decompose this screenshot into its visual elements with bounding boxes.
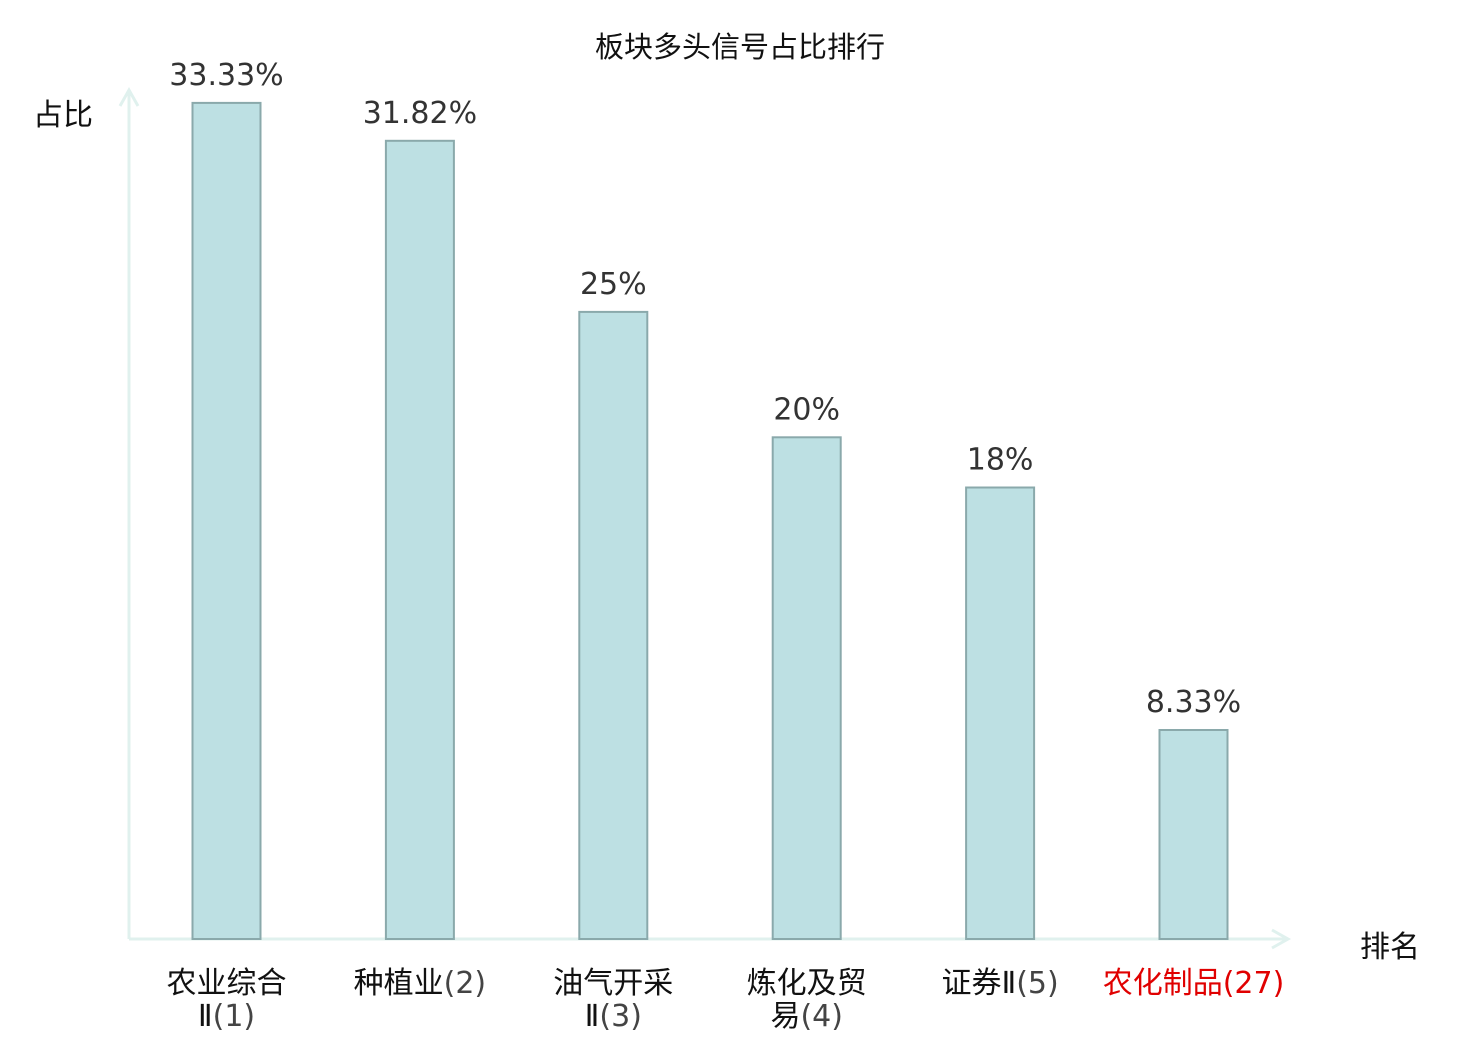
x-tick-label: 农化制品(27) <box>1103 966 1285 1001</box>
x-axis-label: 排名 <box>1360 930 1420 965</box>
bar <box>578 310 649 940</box>
bar <box>191 101 262 940</box>
bar-value-label: 31.82% <box>363 96 477 131</box>
y-axis-label: 占比 <box>33 98 93 133</box>
x-tick-label-line: 易(4) <box>770 999 843 1034</box>
bar <box>965 486 1036 940</box>
x-tick-label-line: 种植业(2) <box>354 966 487 1001</box>
x-tick-label: 种植业(2) <box>354 966 487 1001</box>
bar-value-label: 25% <box>580 267 647 302</box>
bar-value-label: 20% <box>773 392 840 427</box>
x-tick-label-line: Ⅱ(3) <box>585 999 642 1034</box>
x-tick-label-line: Ⅱ(1) <box>198 999 255 1034</box>
x-tick-label-line: 炼化及贸 <box>747 966 867 1001</box>
x-tick-label-line: 证券Ⅱ(5) <box>941 966 1058 1001</box>
x-tick-label: 农业综合 Ⅱ(1) <box>167 966 287 1034</box>
x-tick-label: 炼化及贸易(4) <box>747 966 867 1034</box>
x-tick-label-line: 油气开采 <box>553 966 673 1001</box>
chart-tick-labels: 农业综合 Ⅱ(1) 种植业(2) 油气开采 Ⅱ(3) 炼化及贸易(4) 证券Ⅱ(5) 农化制品… <box>167 966 1285 1034</box>
x-axis-arrow <box>1271 928 1292 950</box>
bar-value-label: 8.33% <box>1146 685 1241 720</box>
chart-value-labels: 33.33% 31.82% 25% 20% 18% 8.33% <box>169 58 1241 720</box>
bar <box>1158 729 1229 940</box>
x-tick-label: 油气开采 Ⅱ(3) <box>553 966 673 1034</box>
bar-value-label: 33.33% <box>169 58 283 93</box>
chart-axes <box>118 86 1292 950</box>
x-tick-label: 证券Ⅱ(5) <box>941 966 1058 1001</box>
x-tick-label-line: 农化制品(27) <box>1103 966 1285 1001</box>
bar <box>771 436 842 940</box>
y-axis-arrow <box>118 86 140 107</box>
chart-bars <box>191 101 1229 941</box>
x-tick-label-line: 农业综合 <box>167 966 287 1001</box>
bar <box>384 139 455 941</box>
bar-value-label: 18% <box>967 443 1034 478</box>
chart-title: 板块多头信号占比排行 <box>594 30 885 64</box>
